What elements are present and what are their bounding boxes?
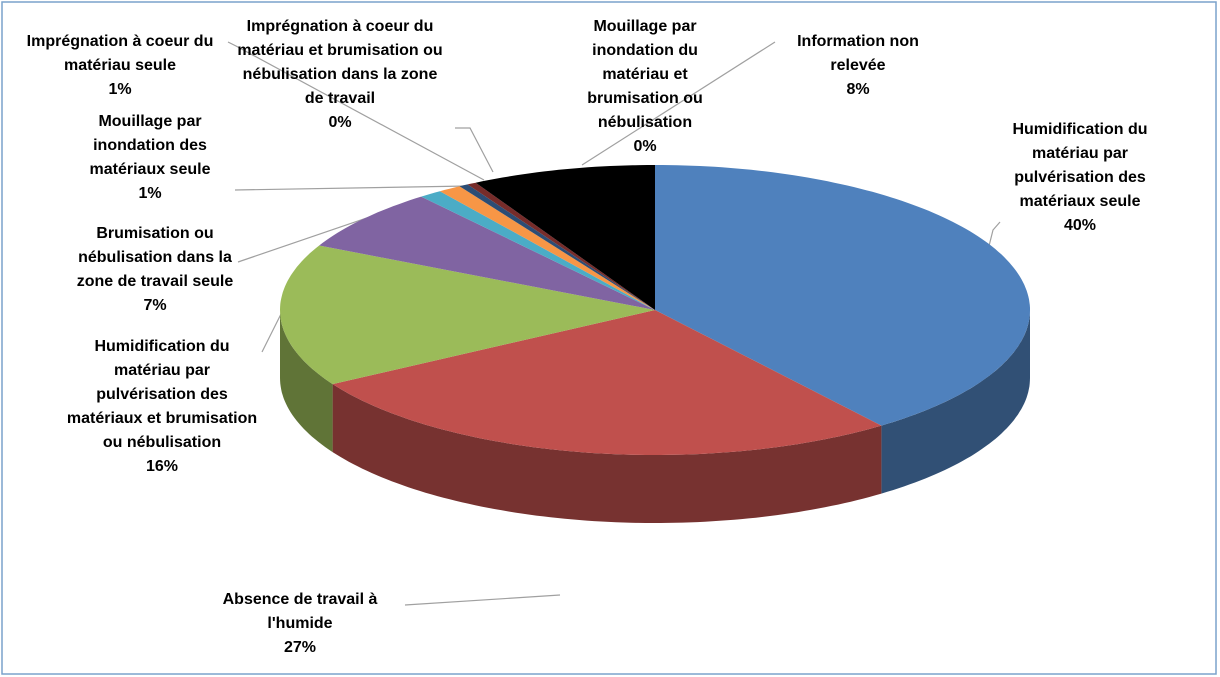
slice-side [881, 310, 1030, 494]
value-label: 16% [145, 458, 179, 475]
slice-label: Information non relevée 8% [778, 30, 938, 102]
leader-line [581, 41, 776, 166]
leader-line [227, 41, 485, 181]
category-label: Humidification du matériau par pulvérisa… [1012, 121, 1148, 210]
slice [475, 165, 655, 310]
category-label: Mouillage par inondation du matériau et … [587, 18, 703, 131]
value-label: 8% [846, 81, 870, 98]
value-label: 1% [108, 81, 132, 98]
slice-label: Imprégnation à coeur du matériau seule 1% [5, 30, 235, 102]
leader-line [404, 594, 561, 606]
slice [459, 184, 655, 310]
slice-side [280, 310, 333, 453]
slice-tops [280, 165, 1030, 455]
leader-line [234, 185, 469, 191]
value-label: 27% [283, 639, 317, 656]
leader-line [261, 311, 283, 353]
slice [332, 310, 882, 455]
slice-label: Humidification du matériau par pulvérisa… [985, 118, 1175, 238]
slice-label: Mouillage par inondation des matériaux s… [65, 110, 235, 206]
category-label: Imprégnation à coeur du matériau et brum… [237, 18, 443, 107]
slice [319, 196, 655, 310]
category-label: Information non relevée [797, 33, 919, 74]
value-label: 0% [633, 138, 657, 155]
slice [655, 165, 1030, 426]
value-label: 7% [143, 297, 167, 314]
category-label: Brumisation ou nébulisation dans la zone… [76, 225, 234, 290]
slice-sides [280, 310, 1030, 523]
slice-label: Humidification du matériau par pulvérisa… [62, 335, 262, 479]
value-label: 1% [138, 185, 162, 202]
slice [439, 186, 655, 310]
slice [467, 182, 655, 310]
category-label: Absence de travail à l'humide [222, 591, 378, 632]
category-label: Imprégnation à coeur du matériau seule [26, 33, 214, 74]
slice-label: Mouillage par inondation du matériau et … [565, 15, 725, 159]
slice [280, 245, 655, 385]
slice-label: Absence de travail à l'humide 27% [195, 588, 405, 660]
slice [421, 191, 655, 310]
slice-label: Imprégnation à coeur du matériau et brum… [235, 15, 445, 135]
value-label: 40% [1063, 217, 1097, 234]
value-label: 0% [328, 114, 352, 131]
slice-label: Brumisation ou nébulisation dans la zone… [70, 222, 240, 318]
leader-line [455, 127, 494, 173]
category-label: Mouillage par inondation des matériaux s… [89, 113, 211, 178]
slice-side [332, 384, 882, 523]
category-label: Humidification du matériau par pulvérisa… [66, 338, 258, 451]
